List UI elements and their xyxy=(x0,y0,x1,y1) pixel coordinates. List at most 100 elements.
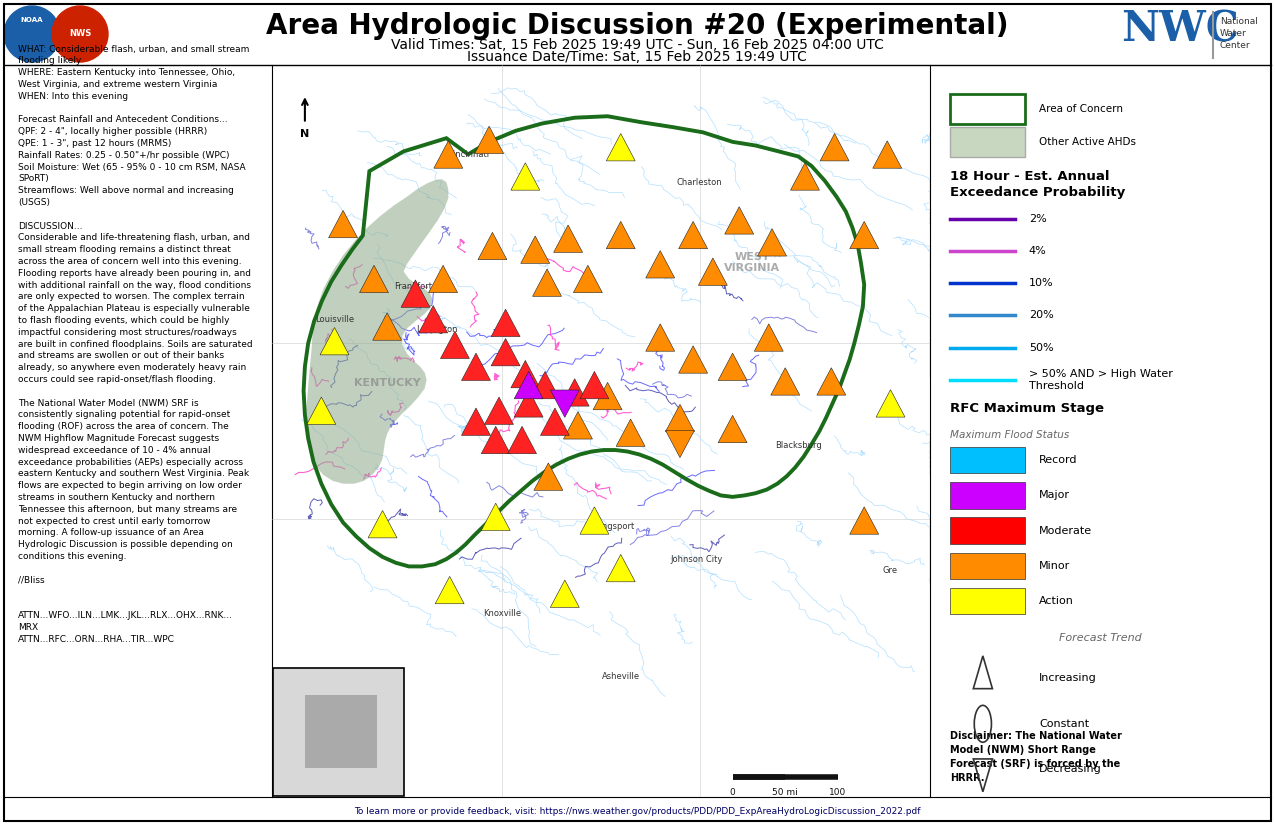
Bar xyxy=(950,94,1025,124)
Polygon shape xyxy=(718,415,747,443)
Polygon shape xyxy=(560,379,589,406)
Polygon shape xyxy=(718,353,747,380)
Text: NWC: NWC xyxy=(1121,9,1239,51)
Text: NOAA: NOAA xyxy=(20,17,43,23)
Text: National: National xyxy=(1220,17,1258,26)
Polygon shape xyxy=(368,511,397,538)
Polygon shape xyxy=(481,503,510,530)
Text: Center: Center xyxy=(1220,41,1251,50)
Polygon shape xyxy=(699,258,727,285)
Text: WHAT: Considerable flash, urban, and small stream
flooding likely
WHERE: Eastern: WHAT: Considerable flash, urban, and sma… xyxy=(18,45,252,643)
Text: Louisville: Louisville xyxy=(315,315,354,324)
Text: Record: Record xyxy=(1039,455,1077,465)
Polygon shape xyxy=(771,368,799,395)
Polygon shape xyxy=(580,507,609,535)
Polygon shape xyxy=(507,427,537,454)
Text: Frankfort: Frankfort xyxy=(394,281,432,290)
Text: Knoxville: Knoxville xyxy=(483,610,521,619)
Text: Gre: Gre xyxy=(884,566,898,574)
Polygon shape xyxy=(678,221,708,248)
Circle shape xyxy=(4,6,60,62)
Polygon shape xyxy=(514,389,543,417)
Circle shape xyxy=(52,6,108,62)
Text: Other Active AHDs: Other Active AHDs xyxy=(1039,137,1136,147)
Polygon shape xyxy=(511,163,539,191)
Polygon shape xyxy=(474,126,504,153)
Polygon shape xyxy=(520,236,550,263)
Bar xyxy=(273,668,404,796)
Polygon shape xyxy=(511,361,539,388)
Polygon shape xyxy=(645,251,674,278)
Text: Major: Major xyxy=(1039,490,1070,501)
Polygon shape xyxy=(428,266,458,293)
Polygon shape xyxy=(372,313,402,340)
Text: Maximum Flood Status: Maximum Flood Status xyxy=(950,430,1070,440)
Polygon shape xyxy=(724,207,754,234)
Polygon shape xyxy=(616,419,645,446)
Text: Decreasing: Decreasing xyxy=(1039,764,1102,774)
Text: 18 Hour - Est. Annual
Exceedance Probability: 18 Hour - Est. Annual Exceedance Probabi… xyxy=(950,171,1126,199)
Polygon shape xyxy=(491,309,520,337)
Polygon shape xyxy=(440,331,469,359)
Bar xyxy=(950,553,1025,579)
Polygon shape xyxy=(530,371,560,398)
Text: Area Hydrologic Discussion #20 (Experimental): Area Hydrologic Discussion #20 (Experime… xyxy=(265,12,1009,40)
Bar xyxy=(950,447,1025,474)
Text: Cincinnati: Cincinnati xyxy=(448,150,490,158)
Polygon shape xyxy=(400,280,430,307)
Polygon shape xyxy=(329,210,357,238)
Text: RFC Maximum Stage: RFC Maximum Stage xyxy=(950,402,1104,415)
Polygon shape xyxy=(755,324,783,351)
Polygon shape xyxy=(491,338,520,365)
Text: Increasing: Increasing xyxy=(1039,673,1096,683)
Text: 10%: 10% xyxy=(1029,278,1053,288)
Polygon shape xyxy=(607,221,635,248)
Polygon shape xyxy=(514,371,543,398)
Text: Disclaimer: The National Water
Model (NWM) Short Range
Forecast (SRF) is forced : Disclaimer: The National Water Model (NW… xyxy=(950,731,1122,783)
Text: 100: 100 xyxy=(829,788,847,797)
Polygon shape xyxy=(551,580,579,607)
Text: Valid Times: Sat, 15 Feb 2025 19:49 UTC - Sun, 16 Feb 2025 04:00 UTC: Valid Times: Sat, 15 Feb 2025 19:49 UTC … xyxy=(390,38,884,52)
Text: Action: Action xyxy=(1039,596,1074,606)
Polygon shape xyxy=(306,179,449,483)
Polygon shape xyxy=(876,389,905,417)
Text: 4%: 4% xyxy=(1029,246,1047,256)
Text: Asheville: Asheville xyxy=(602,672,640,681)
Text: Johnson City: Johnson City xyxy=(671,554,723,563)
Text: KENTUCKY: KENTUCKY xyxy=(353,379,421,389)
Polygon shape xyxy=(593,383,622,410)
Text: Blacksburg: Blacksburg xyxy=(775,441,822,450)
Polygon shape xyxy=(534,463,562,490)
Polygon shape xyxy=(434,141,463,168)
Text: Forecast Trend: Forecast Trend xyxy=(1060,633,1142,643)
Polygon shape xyxy=(790,163,820,191)
Text: To learn more or provide feedback, visit: https://nws.weather.gov/products/PDD/P: To learn more or provide feedback, visit… xyxy=(353,808,921,817)
Polygon shape xyxy=(580,371,609,398)
Polygon shape xyxy=(462,353,491,380)
Text: 0: 0 xyxy=(729,788,736,797)
Polygon shape xyxy=(360,266,389,293)
Text: 50%: 50% xyxy=(1029,342,1053,352)
Text: Kingsport: Kingsport xyxy=(594,521,634,530)
Polygon shape xyxy=(574,266,602,293)
Polygon shape xyxy=(553,225,583,252)
Polygon shape xyxy=(307,397,335,424)
Text: Charleston: Charleston xyxy=(677,177,723,186)
Text: Lexington: Lexington xyxy=(416,326,458,334)
Polygon shape xyxy=(481,427,510,454)
Text: Moderate: Moderate xyxy=(1039,526,1093,535)
Text: N: N xyxy=(301,130,310,139)
Polygon shape xyxy=(564,412,593,439)
Polygon shape xyxy=(849,221,878,248)
Polygon shape xyxy=(533,269,561,296)
Text: Area of Concern: Area of Concern xyxy=(1039,104,1123,114)
Polygon shape xyxy=(484,397,514,424)
Polygon shape xyxy=(607,554,635,582)
Polygon shape xyxy=(435,577,464,604)
Text: 2%: 2% xyxy=(1029,214,1047,224)
Polygon shape xyxy=(551,390,579,417)
Text: Constant: Constant xyxy=(1039,719,1089,728)
Text: Issuance Date/Time: Sat, 15 Feb 2025 19:49 UTC: Issuance Date/Time: Sat, 15 Feb 2025 19:… xyxy=(467,50,807,64)
Text: WEST
VIRGINIA: WEST VIRGINIA xyxy=(724,252,780,273)
Polygon shape xyxy=(873,141,901,168)
